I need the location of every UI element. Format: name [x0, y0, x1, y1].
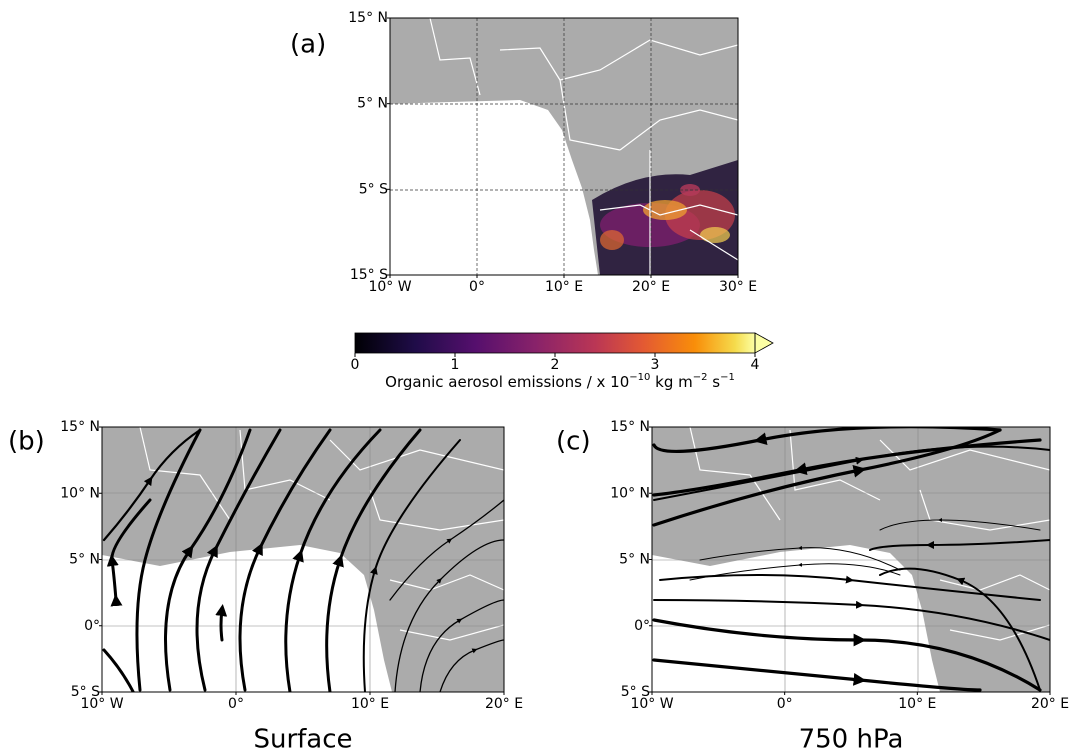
- x-tick-label: 10° E: [545, 279, 583, 295]
- x-tick-label: 10° W: [630, 696, 673, 712]
- map-b: [102, 427, 504, 692]
- colorbar: [355, 333, 755, 353]
- x-tick-label: 0°: [469, 279, 485, 295]
- x-tick-label: 10° W: [368, 279, 411, 295]
- y-tick-label: 10° N: [60, 485, 100, 501]
- x-tick-label: 20° E: [485, 696, 523, 712]
- y-tick-label: 5° S: [621, 684, 650, 700]
- panel-caption: 750 hPa: [799, 725, 904, 755]
- superscript: −2: [693, 372, 708, 383]
- x-tick-label: 20° E: [632, 279, 670, 295]
- y-tick-label: 15° S: [350, 267, 388, 283]
- colorbar-tick-label: 2: [551, 357, 560, 373]
- y-tick-label: 5° N: [69, 552, 100, 568]
- y-tick-label: 15° N: [348, 10, 388, 26]
- superscript: −10: [629, 372, 650, 383]
- y-tick-label: 10° N: [610, 485, 650, 501]
- x-tick-label: 20° E: [1031, 696, 1069, 712]
- x-tick-label: 30° E: [719, 279, 757, 295]
- map-a: [390, 18, 738, 275]
- panel-caption: Surface: [253, 725, 352, 755]
- superscript: −1: [720, 372, 735, 383]
- colorbar-tick-label: 3: [651, 357, 660, 373]
- y-tick-label: 15° N: [60, 419, 100, 435]
- colorbar-tick-label: 0: [351, 357, 360, 373]
- x-tick-label: 10° E: [351, 696, 389, 712]
- x-tick-label: 10° E: [898, 696, 936, 712]
- y-tick-label: 0°: [634, 618, 650, 634]
- panel-label: (b): [8, 427, 45, 457]
- y-tick-label: 0°: [84, 618, 100, 634]
- x-tick-label: 10° W: [80, 696, 123, 712]
- colorbar-tick-label: 1: [451, 357, 460, 373]
- label-text: s: [707, 373, 720, 391]
- x-tick-label: 0°: [228, 696, 244, 712]
- label-text: kg m: [650, 373, 692, 391]
- panel-label: (a): [290, 30, 326, 60]
- colorbar-tick-label: 4: [751, 357, 760, 373]
- label-text: Organic aerosol emissions / x 10: [385, 373, 629, 391]
- y-tick-label: 5° S: [71, 684, 100, 700]
- panel-label: (c): [556, 427, 591, 457]
- y-tick-label: 5° N: [619, 552, 650, 568]
- map-c: [652, 427, 1050, 692]
- x-tick-label: 0°: [777, 696, 793, 712]
- colorbar-extension: [754, 332, 774, 354]
- y-tick-label: 5° S: [359, 181, 388, 197]
- colorbar-label: Organic aerosol emissions / x 10−10 kg m…: [385, 372, 735, 391]
- y-tick-label: 15° N: [610, 419, 650, 435]
- y-tick-label: 5° N: [357, 96, 388, 112]
